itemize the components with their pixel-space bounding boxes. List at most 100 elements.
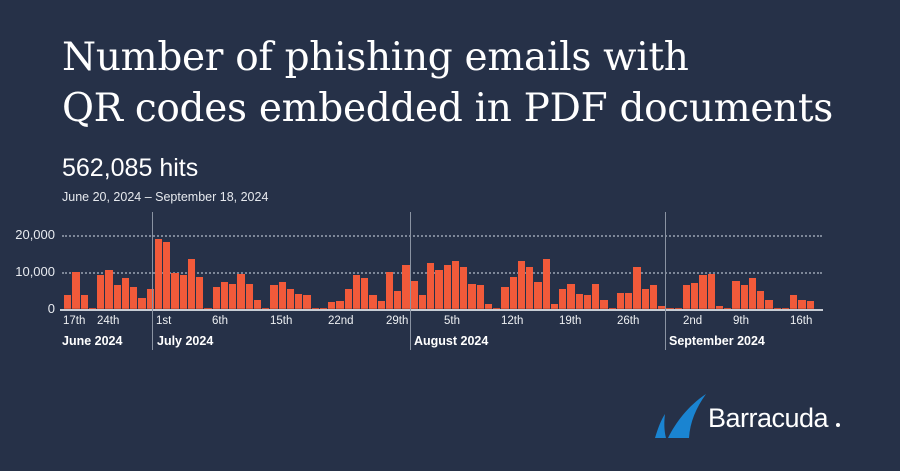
chart-title-line-1: Number of phishing emails with xyxy=(62,35,689,80)
bar xyxy=(806,300,814,309)
bar xyxy=(344,289,352,309)
y-tick-20000: 20,000 xyxy=(15,227,55,242)
gridline-20000 xyxy=(62,235,822,237)
x-tick-label: 15th xyxy=(270,315,293,327)
x-tick-label: 12th xyxy=(501,315,524,327)
bar xyxy=(171,272,179,309)
bar xyxy=(253,299,262,309)
bar xyxy=(336,300,344,309)
bar xyxy=(385,272,394,309)
bar xyxy=(64,295,72,309)
bar xyxy=(146,289,154,309)
bar xyxy=(410,280,418,309)
bar xyxy=(270,285,278,309)
bar xyxy=(517,261,526,309)
chart-title-line-2: QR codes embedded in PDF documents xyxy=(62,86,834,131)
bar xyxy=(212,286,220,309)
month-divider xyxy=(665,212,666,350)
bar xyxy=(773,307,781,309)
bar xyxy=(740,285,748,309)
bar xyxy=(286,289,295,309)
bar xyxy=(476,285,484,309)
month-divider xyxy=(410,212,411,350)
bar xyxy=(303,295,311,309)
bar xyxy=(765,299,773,309)
bar xyxy=(567,283,575,309)
bar xyxy=(319,307,328,309)
x-tick-label: 16th xyxy=(790,315,813,327)
total-hits: 562,085 hits xyxy=(62,154,199,182)
bar xyxy=(154,239,163,309)
bar xyxy=(113,284,121,309)
bar xyxy=(501,286,509,309)
bar xyxy=(328,302,336,309)
bar xyxy=(641,289,649,309)
bar xyxy=(592,283,600,309)
bar xyxy=(262,307,270,309)
y-tick-0: 0 xyxy=(47,301,55,316)
bar xyxy=(295,293,303,309)
x-tick-label: 22nd xyxy=(328,315,354,327)
y-tick-10000: 10,000 xyxy=(15,264,55,279)
bar xyxy=(468,283,476,309)
bar xyxy=(616,292,625,309)
x-tick-label: 2nd xyxy=(683,315,703,327)
bar xyxy=(542,259,550,309)
bar xyxy=(179,275,187,309)
bar xyxy=(757,291,765,309)
bar xyxy=(435,269,443,309)
bar xyxy=(130,286,138,309)
bar xyxy=(493,307,501,309)
bar xyxy=(451,261,460,309)
bar xyxy=(707,273,715,309)
bar xyxy=(649,285,658,309)
barracuda-fin-icon xyxy=(655,394,706,438)
x-tick-label: 26th xyxy=(617,315,640,327)
x-tick-label: 1st xyxy=(156,315,172,327)
bar xyxy=(674,307,682,309)
bar xyxy=(121,277,130,309)
bar xyxy=(394,291,402,309)
bar xyxy=(311,307,319,309)
barracuda-logo: Barracuda xyxy=(652,392,852,442)
bar xyxy=(105,269,113,309)
bar xyxy=(608,307,616,309)
month-divider xyxy=(152,212,153,350)
bar xyxy=(361,277,369,309)
date-range: June 20, 2024 – September 18, 2024 xyxy=(62,190,269,204)
bar xyxy=(418,295,427,309)
month-label: August 2024 xyxy=(414,334,489,348)
bar xyxy=(600,299,608,309)
bar xyxy=(526,266,534,309)
bar xyxy=(534,282,542,309)
bar xyxy=(790,295,798,309)
bar xyxy=(163,242,171,309)
bar xyxy=(484,303,493,309)
bar xyxy=(187,259,196,309)
trademark-dot xyxy=(836,423,840,427)
bar xyxy=(559,289,567,309)
month-label: September 2024 xyxy=(669,334,765,348)
bar xyxy=(691,283,699,309)
bar xyxy=(732,280,740,309)
bar xyxy=(204,307,212,309)
bar xyxy=(666,307,674,309)
bar xyxy=(369,295,377,309)
x-tick-label: 5th xyxy=(444,315,460,327)
bar xyxy=(196,276,204,309)
bar xyxy=(509,276,517,309)
bar xyxy=(658,306,666,309)
bar xyxy=(781,307,790,309)
bar xyxy=(715,306,724,309)
month-label: June 2024 xyxy=(62,334,123,348)
bar xyxy=(682,285,691,309)
bar xyxy=(88,307,97,309)
bar xyxy=(460,266,468,309)
bar xyxy=(220,282,229,309)
x-tick-label: 19th xyxy=(559,315,582,327)
x-tick-label: 17th xyxy=(63,315,86,327)
bar xyxy=(278,282,286,309)
month-label: July 2024 xyxy=(157,334,214,348)
bar xyxy=(72,271,80,309)
